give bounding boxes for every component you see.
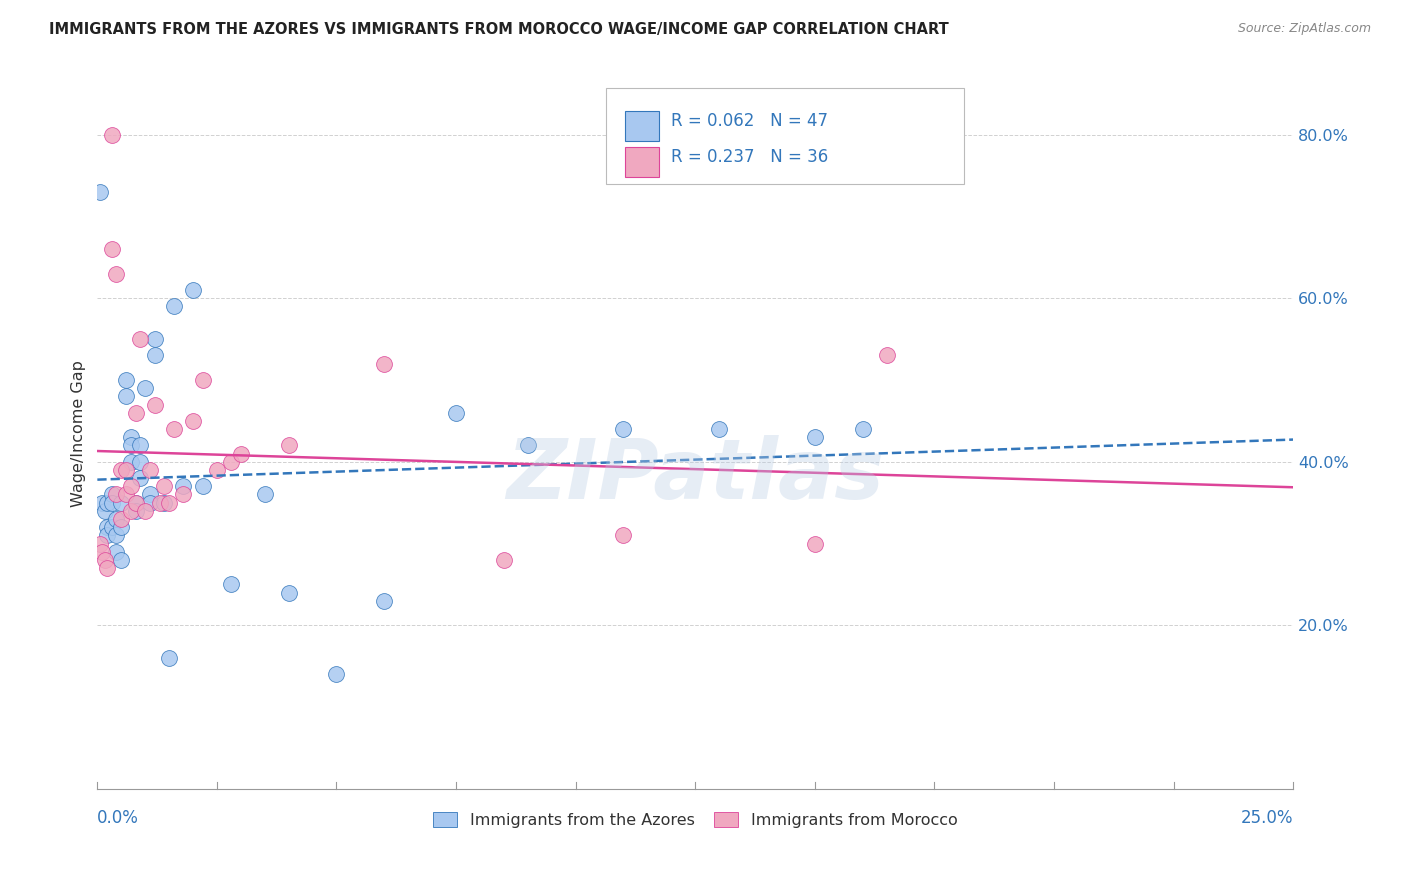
Point <box>124 496 146 510</box>
Point <box>115 389 138 403</box>
Point <box>120 438 142 452</box>
Point <box>139 463 162 477</box>
Point <box>100 487 122 501</box>
Point <box>163 422 186 436</box>
FancyBboxPatch shape <box>624 147 659 178</box>
Point <box>96 496 118 510</box>
Point <box>129 471 152 485</box>
Point <box>219 455 242 469</box>
Point <box>124 406 146 420</box>
Point <box>139 487 162 501</box>
Point <box>157 651 180 665</box>
Point <box>707 422 730 436</box>
Point <box>110 496 132 510</box>
Point <box>181 414 204 428</box>
Point <box>163 300 186 314</box>
Point <box>325 667 347 681</box>
Point <box>852 422 875 436</box>
Point <box>804 536 827 550</box>
Point <box>444 406 467 420</box>
Point <box>143 349 166 363</box>
Point <box>229 447 252 461</box>
Point <box>612 422 634 436</box>
Text: ZIPatlas: ZIPatlas <box>506 435 884 516</box>
Point <box>93 553 115 567</box>
FancyBboxPatch shape <box>624 112 659 141</box>
Point <box>612 528 634 542</box>
Point <box>89 536 111 550</box>
Point <box>153 479 176 493</box>
Point <box>148 496 170 510</box>
Point <box>153 496 176 510</box>
Point <box>129 455 152 469</box>
Point <box>96 528 118 542</box>
Point <box>172 479 194 493</box>
Text: 0.0%: 0.0% <box>97 809 139 827</box>
Text: 25.0%: 25.0% <box>1240 809 1294 827</box>
Point <box>105 545 128 559</box>
Point <box>120 455 142 469</box>
FancyBboxPatch shape <box>606 88 965 184</box>
Point <box>129 438 152 452</box>
Point <box>143 398 166 412</box>
Point <box>253 487 276 501</box>
Point <box>110 553 132 567</box>
Point <box>373 357 395 371</box>
Point <box>110 512 132 526</box>
Point <box>191 373 214 387</box>
Point <box>100 496 122 510</box>
Point <box>110 520 132 534</box>
Point <box>516 438 538 452</box>
Point <box>172 487 194 501</box>
Point <box>129 332 152 346</box>
Point <box>134 381 156 395</box>
Point <box>105 267 128 281</box>
Point <box>120 430 142 444</box>
Point <box>373 594 395 608</box>
Point <box>89 185 111 199</box>
Point <box>804 430 827 444</box>
Point <box>93 504 115 518</box>
Point <box>96 520 118 534</box>
Point <box>124 496 146 510</box>
Point <box>876 349 898 363</box>
Point <box>277 438 299 452</box>
Point <box>115 463 138 477</box>
Legend: Immigrants from the Azores, Immigrants from Morocco: Immigrants from the Azores, Immigrants f… <box>426 805 963 834</box>
Point <box>100 520 122 534</box>
Text: IMMIGRANTS FROM THE AZORES VS IMMIGRANTS FROM MOROCCO WAGE/INCOME GAP CORRELATIO: IMMIGRANTS FROM THE AZORES VS IMMIGRANTS… <box>49 22 949 37</box>
Point <box>205 463 228 477</box>
Point <box>219 577 242 591</box>
Point <box>105 528 128 542</box>
Point <box>492 553 515 567</box>
Point <box>181 283 204 297</box>
Point <box>191 479 214 493</box>
Point <box>100 242 122 256</box>
Point <box>105 512 128 526</box>
Y-axis label: Wage/Income Gap: Wage/Income Gap <box>72 359 86 507</box>
Point <box>134 504 156 518</box>
Text: R = 0.062   N = 47: R = 0.062 N = 47 <box>671 112 828 130</box>
Point <box>115 487 138 501</box>
Point <box>120 479 142 493</box>
Point <box>105 487 128 501</box>
Point <box>277 585 299 599</box>
Point <box>120 504 142 518</box>
Point <box>124 504 146 518</box>
Point <box>143 332 166 346</box>
Text: Source: ZipAtlas.com: Source: ZipAtlas.com <box>1237 22 1371 36</box>
Point <box>96 561 118 575</box>
Point <box>100 128 122 142</box>
Point <box>157 496 180 510</box>
Point <box>115 373 138 387</box>
Text: R = 0.237   N = 36: R = 0.237 N = 36 <box>671 148 828 167</box>
Point <box>139 496 162 510</box>
Point <box>110 463 132 477</box>
Point <box>91 496 114 510</box>
Point <box>91 545 114 559</box>
